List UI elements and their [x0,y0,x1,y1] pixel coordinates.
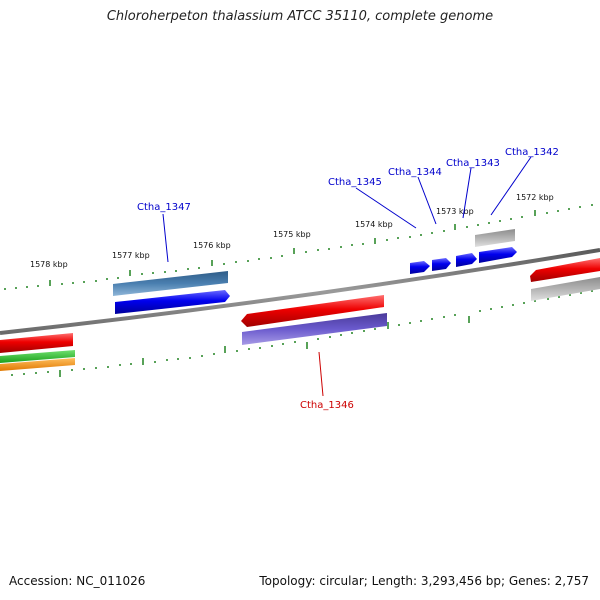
accession-text: Accession: NC_011026 [9,574,146,588]
gene-label-ctha-1343[interactable]: Ctha_1343 [446,158,500,169]
tick-label: 1576 kbp [193,241,231,250]
leader-line [490,156,532,216]
gene-feature[interactable] [241,295,384,327]
gene-label-ctha-1347[interactable]: Ctha_1347 [137,202,191,213]
tick-label: 1577 kbp [112,251,150,260]
gene-label-ctha-1346[interactable]: Ctha_1346 [300,400,354,411]
gene-label-ctha-1345[interactable]: Ctha_1345 [328,177,382,188]
tick-label: 1575 kbp [273,230,311,239]
gene-label-ctha-1342[interactable]: Ctha_1342 [505,147,559,158]
leader-line [355,187,417,229]
gene-feature[interactable] [531,277,600,301]
gene-feature[interactable] [0,358,75,371]
leader-line [162,213,169,263]
gene-feature[interactable] [410,261,430,274]
forward-strand-genes [113,229,600,314]
reverse-strand-genes [0,295,387,371]
tick-label: 1574 kbp [355,220,393,229]
leader-line [462,167,472,219]
genome-stats-text: Topology: circular; Length: 3,293,456 bp… [259,574,589,588]
gene-label-ctha-1344[interactable]: Ctha_1344 [388,167,442,178]
tick-label: 1578 kbp [30,260,68,269]
gene-feature[interactable] [456,253,477,267]
tick-label: 1572 kbp [516,193,554,202]
tick-label: 1573 kbp [436,207,474,216]
gene-feature[interactable] [479,247,517,263]
tick-labels: 1578 kbp 1577 kbp 1576 kbp 1575 kbp 1574… [30,193,554,269]
gene-feature[interactable] [113,271,228,296]
leader-line [318,351,324,397]
gene-feature[interactable] [530,258,600,282]
gene-feature[interactable] [0,333,73,353]
map-title: Chloroherpeton thalassium ATCC 35110, co… [106,9,494,24]
inner-tick-track [11,290,593,377]
gene-feature[interactable] [0,350,75,363]
gene-feature[interactable] [115,290,230,314]
genome-backbone [0,248,600,335]
gene-feature[interactable] [432,258,451,271]
outer-tick-track [4,204,593,290]
gene-feature[interactable] [242,313,387,345]
gene-feature[interactable] [475,229,515,247]
leader-line [417,176,437,225]
gene-annotations: Ctha_1347 Ctha_1345 Ctha_1344 Ctha_1343 … [137,147,559,411]
